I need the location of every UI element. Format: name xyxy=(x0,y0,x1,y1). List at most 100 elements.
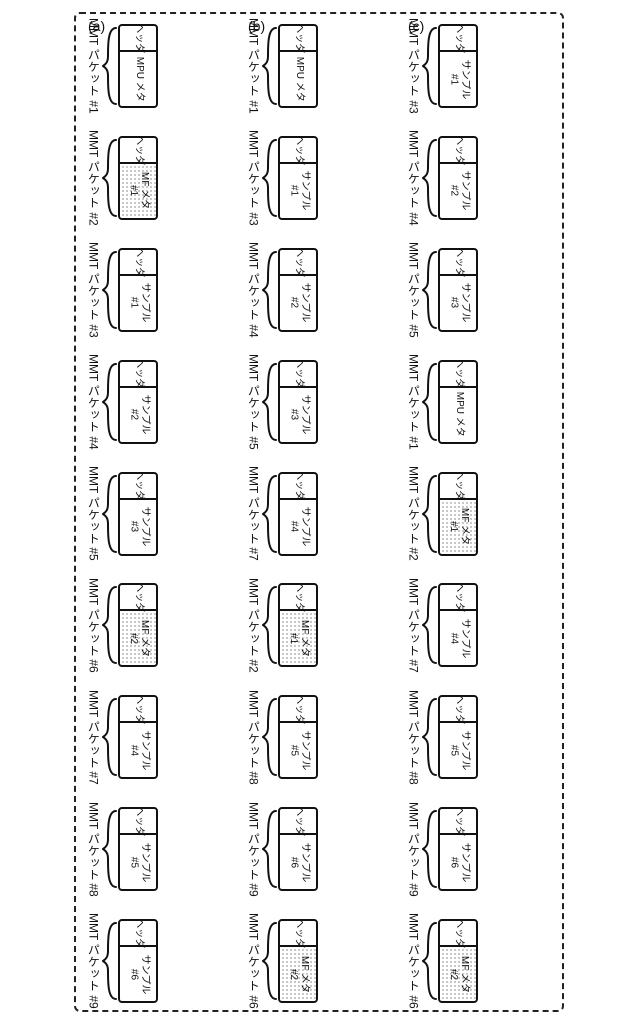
packet-box: ヘッダ サンプル#6 xyxy=(118,919,158,1003)
packet-number: #7 xyxy=(86,768,100,785)
cell-text: MPU メタ xyxy=(453,392,464,437)
packet-box: ヘッダ サンプル#3 xyxy=(118,472,158,556)
packet-number: #8 xyxy=(406,768,420,785)
packet-number: #8 xyxy=(86,880,100,897)
packet-box: ヘッダ サンプル#2 xyxy=(438,136,478,220)
mmt-packet: MMT パケット #4 ヘッダ サンプル#2 xyxy=(406,136,556,220)
brace-icon xyxy=(422,26,438,106)
cell-text: MF メタ#2 xyxy=(288,955,309,992)
cell-text: MPU メタ xyxy=(293,57,304,102)
packet-box: ヘッダ MF メタ#1 xyxy=(278,583,318,667)
brace-icon xyxy=(422,585,438,665)
header-cell: ヘッダ xyxy=(120,250,156,276)
packet-box: ヘッダ サンプル#1 xyxy=(278,136,318,220)
packet-label: MMT パケット #1 xyxy=(406,362,420,442)
brace-icon xyxy=(262,138,278,218)
cell-text: ヘッダ xyxy=(133,24,144,53)
packet-label-text: MMT パケット xyxy=(406,18,420,96)
sample-cell: サンプル#5 xyxy=(120,835,156,889)
packet-label-text: MMT パケット xyxy=(246,18,260,96)
packet-label: MMT パケット #4 xyxy=(86,362,100,442)
brace-icon xyxy=(262,26,278,106)
packet-box: ヘッダ MPU メタ xyxy=(118,24,158,108)
packet-label: MMT パケット #5 xyxy=(406,250,420,330)
packet-box: ヘッダ サンプル#1 xyxy=(118,248,158,332)
brace-icon xyxy=(102,474,118,554)
header-cell: ヘッダ xyxy=(440,585,476,611)
packet-number: #9 xyxy=(246,880,260,897)
cell-text: ヘッダ xyxy=(453,919,464,948)
packet-box: ヘッダ MF メタ#1 xyxy=(118,136,158,220)
mmt-packet: MMT パケット #6 ヘッダ MF メタ#2 xyxy=(406,919,556,1003)
mmt-packet: MMT パケット #3 ヘッダ サンプル#1 xyxy=(86,248,236,332)
header-cell: ヘッダ xyxy=(280,250,316,276)
packet-label: MMT パケット #9 xyxy=(406,809,420,889)
packet-number: #4 xyxy=(406,209,420,226)
cell-text: ヘッダ xyxy=(133,807,144,836)
cell-text: ヘッダ xyxy=(133,472,144,501)
packet-box: ヘッダ サンプル#5 xyxy=(278,695,318,779)
brace-icon xyxy=(102,585,118,665)
packet-label-text: MMT パケット xyxy=(406,802,420,880)
mpu-meta-cell: MPU メタ xyxy=(120,52,156,106)
mmt-packet: MMT パケット #4 ヘッダ サンプル#2 xyxy=(246,248,396,332)
brace-icon xyxy=(262,921,278,1001)
packet-box: ヘッダ サンプル#5 xyxy=(438,695,478,779)
header-cell: ヘッダ xyxy=(440,474,476,500)
packet-label: MMT パケット #2 xyxy=(86,138,100,218)
cell-text: ヘッダ xyxy=(453,360,464,389)
brace-icon xyxy=(262,474,278,554)
packet-label-text: MMT パケット xyxy=(246,242,260,320)
cell-text: サンプル#3 xyxy=(128,507,149,547)
packet-label: MMT パケット #7 xyxy=(406,585,420,665)
packet-label: MMT パケット #3 xyxy=(86,250,100,330)
packet-box: ヘッダ サンプル#4 xyxy=(438,583,478,667)
header-cell: ヘッダ xyxy=(440,138,476,164)
packet-box: ヘッダ サンプル#2 xyxy=(278,248,318,332)
header-cell: ヘッダ xyxy=(440,26,476,52)
packet-label: MMT パケット #3 xyxy=(406,26,420,106)
packet-label-text: MMT パケット xyxy=(86,130,100,208)
cell-text: ヘッダ xyxy=(293,807,304,836)
sample-cell: サンプル#2 xyxy=(120,388,156,442)
header-cell: ヘッダ xyxy=(120,138,156,164)
sample-cell: サンプル#6 xyxy=(280,835,316,889)
packet-box: ヘッダ サンプル#2 xyxy=(118,360,158,444)
packet-box: ヘッダ MF メタ#2 xyxy=(438,919,478,1003)
header-cell: ヘッダ xyxy=(280,585,316,611)
brace-icon xyxy=(422,921,438,1001)
packet-number: #6 xyxy=(86,656,100,673)
page: (a) MMT パケット #1 ヘッダ MPU メタ MMT パケット #2 ヘ… xyxy=(0,0,640,1027)
packet-label-text: MMT パケット xyxy=(86,18,100,96)
packet-number: #4 xyxy=(246,321,260,338)
mf-meta-cell: MF メタ#1 xyxy=(280,611,316,665)
cell-text: サンプル#6 xyxy=(128,954,149,994)
mf-meta-cell: MF メタ#2 xyxy=(280,947,316,1001)
packet-label-text: MMT パケット xyxy=(246,578,260,656)
brace-icon xyxy=(262,809,278,889)
mmt-packet: MMT パケット #8 ヘッダ サンプル#5 xyxy=(406,695,556,779)
header-cell: ヘッダ xyxy=(440,697,476,723)
packet-number: #6 xyxy=(246,992,260,1009)
packet-number: #1 xyxy=(86,97,100,114)
packet-label: MMT パケット #7 xyxy=(246,474,260,554)
cell-text: MF メタ#1 xyxy=(288,620,309,657)
cell-text: サンプル#1 xyxy=(288,171,309,211)
mmt-packet: MMT パケット #9 ヘッダ サンプル#6 xyxy=(86,919,236,1003)
cell-text: ヘッダ xyxy=(293,919,304,948)
brace-icon xyxy=(262,697,278,777)
cell-text: サンプル#4 xyxy=(288,507,309,547)
brace-icon xyxy=(422,809,438,889)
mmt-packet: MMT パケット #3 ヘッダ サンプル#1 xyxy=(406,24,556,108)
cell-text: サンプル#1 xyxy=(128,283,149,323)
packet-box: ヘッダ MF メタ#2 xyxy=(278,919,318,1003)
brace-icon xyxy=(262,250,278,330)
brace-icon xyxy=(102,809,118,889)
mmt-packet: MMT パケット #4 ヘッダ サンプル#2 xyxy=(86,360,236,444)
packet-label: MMT パケット #3 xyxy=(246,138,260,218)
mmt-packet: MMT パケット #6 ヘッダ MF メタ#2 xyxy=(246,919,396,1003)
packet-label-text: MMT パケット xyxy=(406,242,420,320)
header-cell: ヘッダ xyxy=(280,474,316,500)
sample-cell: サンプル#4 xyxy=(120,723,156,777)
cell-text: サンプル#3 xyxy=(288,395,309,435)
